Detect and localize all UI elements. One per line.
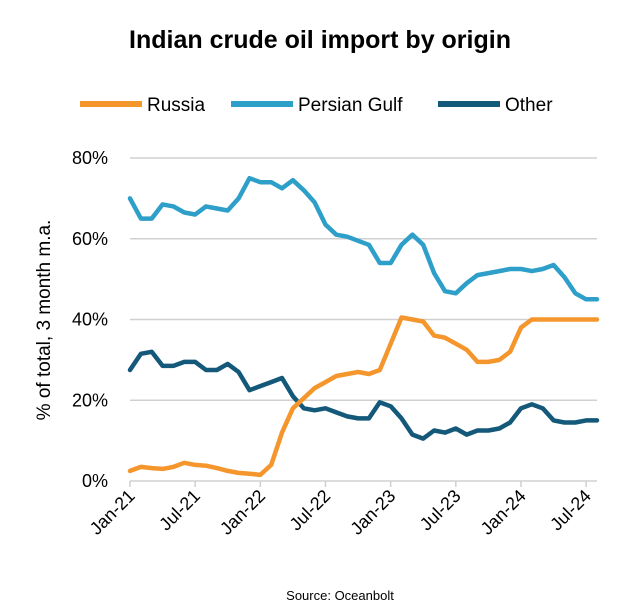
legend: Russia Persian Gulf Other bbox=[80, 95, 553, 116]
legend-label-other: Other bbox=[505, 95, 553, 116]
y-tick-label-80: 80% bbox=[72, 148, 108, 168]
y-tick-label-60: 60% bbox=[72, 229, 108, 249]
series-line-other bbox=[127, 349, 600, 441]
x-tick-label-jan-23: Jan-23 bbox=[346, 486, 399, 539]
x-tick-label-jan-22: Jan-22 bbox=[216, 486, 269, 539]
x-tick-label-jul-22: Jul-22 bbox=[286, 486, 335, 535]
y-tick-label-40: 40% bbox=[72, 310, 108, 330]
x-tick-label-jul-24: Jul-24 bbox=[546, 486, 595, 535]
x-tick-label-jan-21: Jan-21 bbox=[86, 486, 139, 539]
series-line-russia bbox=[127, 315, 600, 478]
plot-area: 0%20%40%60%80%Jan-21 Jul-21 Jan-22 Jul-22 Ja… bbox=[72, 148, 600, 539]
x-tick-label-jul-23: Jul-23 bbox=[416, 486, 465, 535]
legend-label-persian-gulf: Persian Gulf bbox=[298, 95, 403, 116]
chart-title: Indian crude oil import by origin bbox=[129, 26, 511, 54]
y-tick-label-20: 20% bbox=[72, 390, 108, 410]
x-tick-label-jul-21: Jul-21 bbox=[155, 486, 204, 535]
series-line-persian-gulf bbox=[127, 175, 600, 302]
y-tick-label-0: 0% bbox=[82, 471, 108, 491]
y-axis-label: % of total, 3 month m.a. bbox=[34, 220, 55, 421]
source-note: Source: Oceanbolt bbox=[286, 588, 394, 603]
x-tick-label-jan-24: Jan-24 bbox=[477, 486, 530, 539]
legend-label-russia: Russia bbox=[147, 95, 206, 116]
